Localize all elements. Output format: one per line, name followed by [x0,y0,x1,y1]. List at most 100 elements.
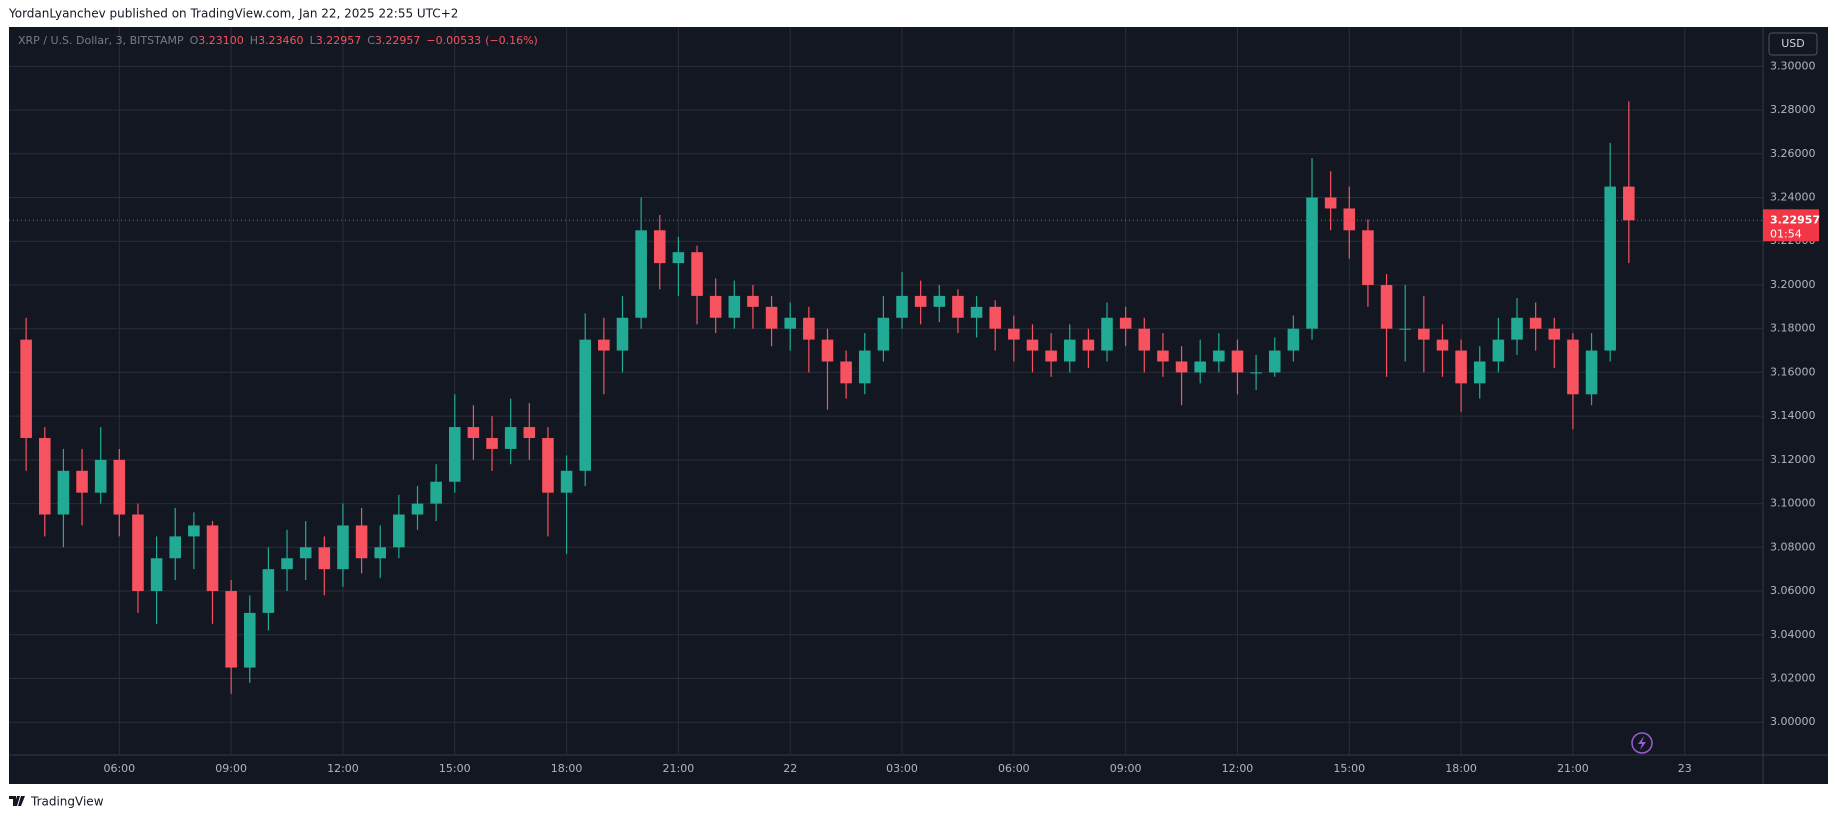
ohlc-value: 3.23100 [198,34,244,47]
lightning-icon[interactable] [1631,732,1653,754]
candle-body [1287,328,1300,351]
candle-body [243,612,256,668]
x-tick-label: 22 [783,762,797,775]
candle-body [299,547,312,559]
y-tick-label: 3.24000 [1770,191,1816,204]
candle-body [1063,339,1076,362]
candle-body [728,295,741,318]
candle-body [914,295,927,307]
candle-body [542,438,554,493]
x-tick-label: 12:00 [327,762,359,775]
x-tick-label: 06:00 [998,762,1030,775]
candle-body [486,438,498,449]
candle-body [262,569,275,613]
candle-body [1492,339,1505,362]
candle-body [579,339,591,471]
change-value: −0.00533 [426,34,481,47]
candle-body [803,317,815,340]
symbol-title: XRP / U.S. Dollar, 3, BITSTAMP [18,34,184,47]
candle-body [20,339,32,439]
candle-body [933,295,946,307]
candle-body [1026,339,1039,351]
ohlc-legend: XRP / U.S. Dollar, 3, BITSTAMP O3.23100 H3… [18,34,538,47]
ohlc-label: O [190,34,199,47]
candle-body [504,427,517,449]
candle-body [393,514,405,548]
currency-button[interactable] [1768,32,1818,56]
candle-body [952,295,964,318]
y-tick-label: 3.16000 [1770,365,1816,378]
candle-body [653,230,666,264]
candle-body [1343,208,1356,231]
candle-body [877,317,890,351]
candle-body [411,503,424,515]
y-tick-label: 3.02000 [1770,671,1816,684]
x-tick-label: 06:00 [103,762,135,775]
candle-body [672,252,685,264]
candle-body [1268,350,1281,373]
candle-body [1511,317,1523,340]
candle-body [374,547,387,559]
candle-body [1250,372,1262,374]
candle-body [113,459,126,515]
candle-body [94,459,107,493]
candle-body [1436,339,1449,351]
candles [20,101,1635,694]
candle-body [355,525,368,559]
candle-body [225,591,237,668]
y-tick-label: 3.10000 [1770,497,1816,510]
y-tick-label: 3.14000 [1770,409,1816,422]
x-tick-label: 15:00 [1333,762,1365,775]
candle-body [1045,350,1057,362]
ohlc-value: 3.23460 [258,34,304,47]
x-tick-label: 12:00 [1222,762,1254,775]
x-tick-label: 09:00 [215,762,247,775]
ohlc-value: 3.22957 [375,34,421,47]
candle-body [896,295,908,318]
candle-body [1418,328,1430,340]
y-tick-label: 3.30000 [1770,59,1816,72]
last-price-box [1763,209,1819,242]
candle-body [1175,361,1188,373]
candle-body [1157,350,1169,362]
candle-body [1231,350,1244,373]
candle-body [635,230,647,318]
candle-body [1473,361,1486,384]
candle-body [1194,361,1206,373]
candle-body [1362,230,1374,285]
candle-body [970,306,983,318]
y-tick-label: 3.06000 [1770,584,1816,597]
x-tick-label: 09:00 [1110,762,1142,775]
y-tick-label: 3.28000 [1770,103,1816,116]
ohlc-value: 3.22957 [316,34,362,47]
candle-body [150,558,163,592]
candle-body [337,525,349,570]
candle-body [1008,328,1020,340]
candle-body [858,350,871,384]
candle-body [281,558,293,570]
last-price-label: 3.22957 [1770,213,1820,226]
x-tick-label: 23 [1678,762,1692,775]
candle-body [691,252,703,296]
candle-body [765,306,778,329]
candle-body [1455,350,1467,384]
candle-body [1082,339,1095,351]
candle-body [747,295,759,307]
candle-body [206,525,219,592]
y-tick-label: 3.04000 [1770,628,1816,641]
candle-body [1306,197,1318,329]
candle-body [821,339,834,362]
candle-body [1529,317,1542,329]
candle-body [598,339,610,351]
x-tick-label: 03:00 [886,762,918,775]
x-tick-label: 21:00 [663,762,695,775]
y-tick-label: 3.08000 [1770,540,1816,553]
y-tick-label: 3.12000 [1770,453,1816,466]
change-percent: (−0.16%) [485,34,538,47]
candle-body [76,470,88,493]
candle-body [1399,328,1411,330]
candle-body [616,317,629,351]
footer-brand: TradingView [30,795,104,809]
